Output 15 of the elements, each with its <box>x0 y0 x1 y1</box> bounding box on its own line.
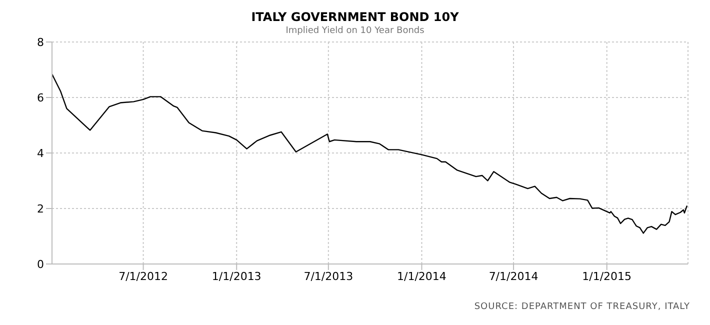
x-tick-label: 1/1/2015 <box>582 270 632 283</box>
x-tick-label: 1/1/2013 <box>212 270 262 283</box>
source-note: SOURCE: DEPARTMENT OF TREASURY, ITALY <box>474 302 690 312</box>
chart-subtitle: Implied Yield on 10 Year Bonds <box>284 26 426 36</box>
x-tick-label: 7/1/2012 <box>118 270 168 283</box>
y-tick-label: 2 <box>37 202 44 216</box>
y-tick-label: 8 <box>37 36 44 49</box>
x-tick-label: 7/1/2014 <box>488 270 538 283</box>
y-tick-label: 0 <box>37 258 44 271</box>
chart-title: ITALY GOVERNMENT BOND 10Y <box>250 10 460 24</box>
x-tick-label: 7/1/2013 <box>304 270 354 283</box>
y-tick-label: 4 <box>37 146 44 160</box>
y-tick-label: 6 <box>37 91 44 104</box>
x-tick-label: 1/1/2014 <box>397 270 446 283</box>
line-series <box>52 74 688 234</box>
